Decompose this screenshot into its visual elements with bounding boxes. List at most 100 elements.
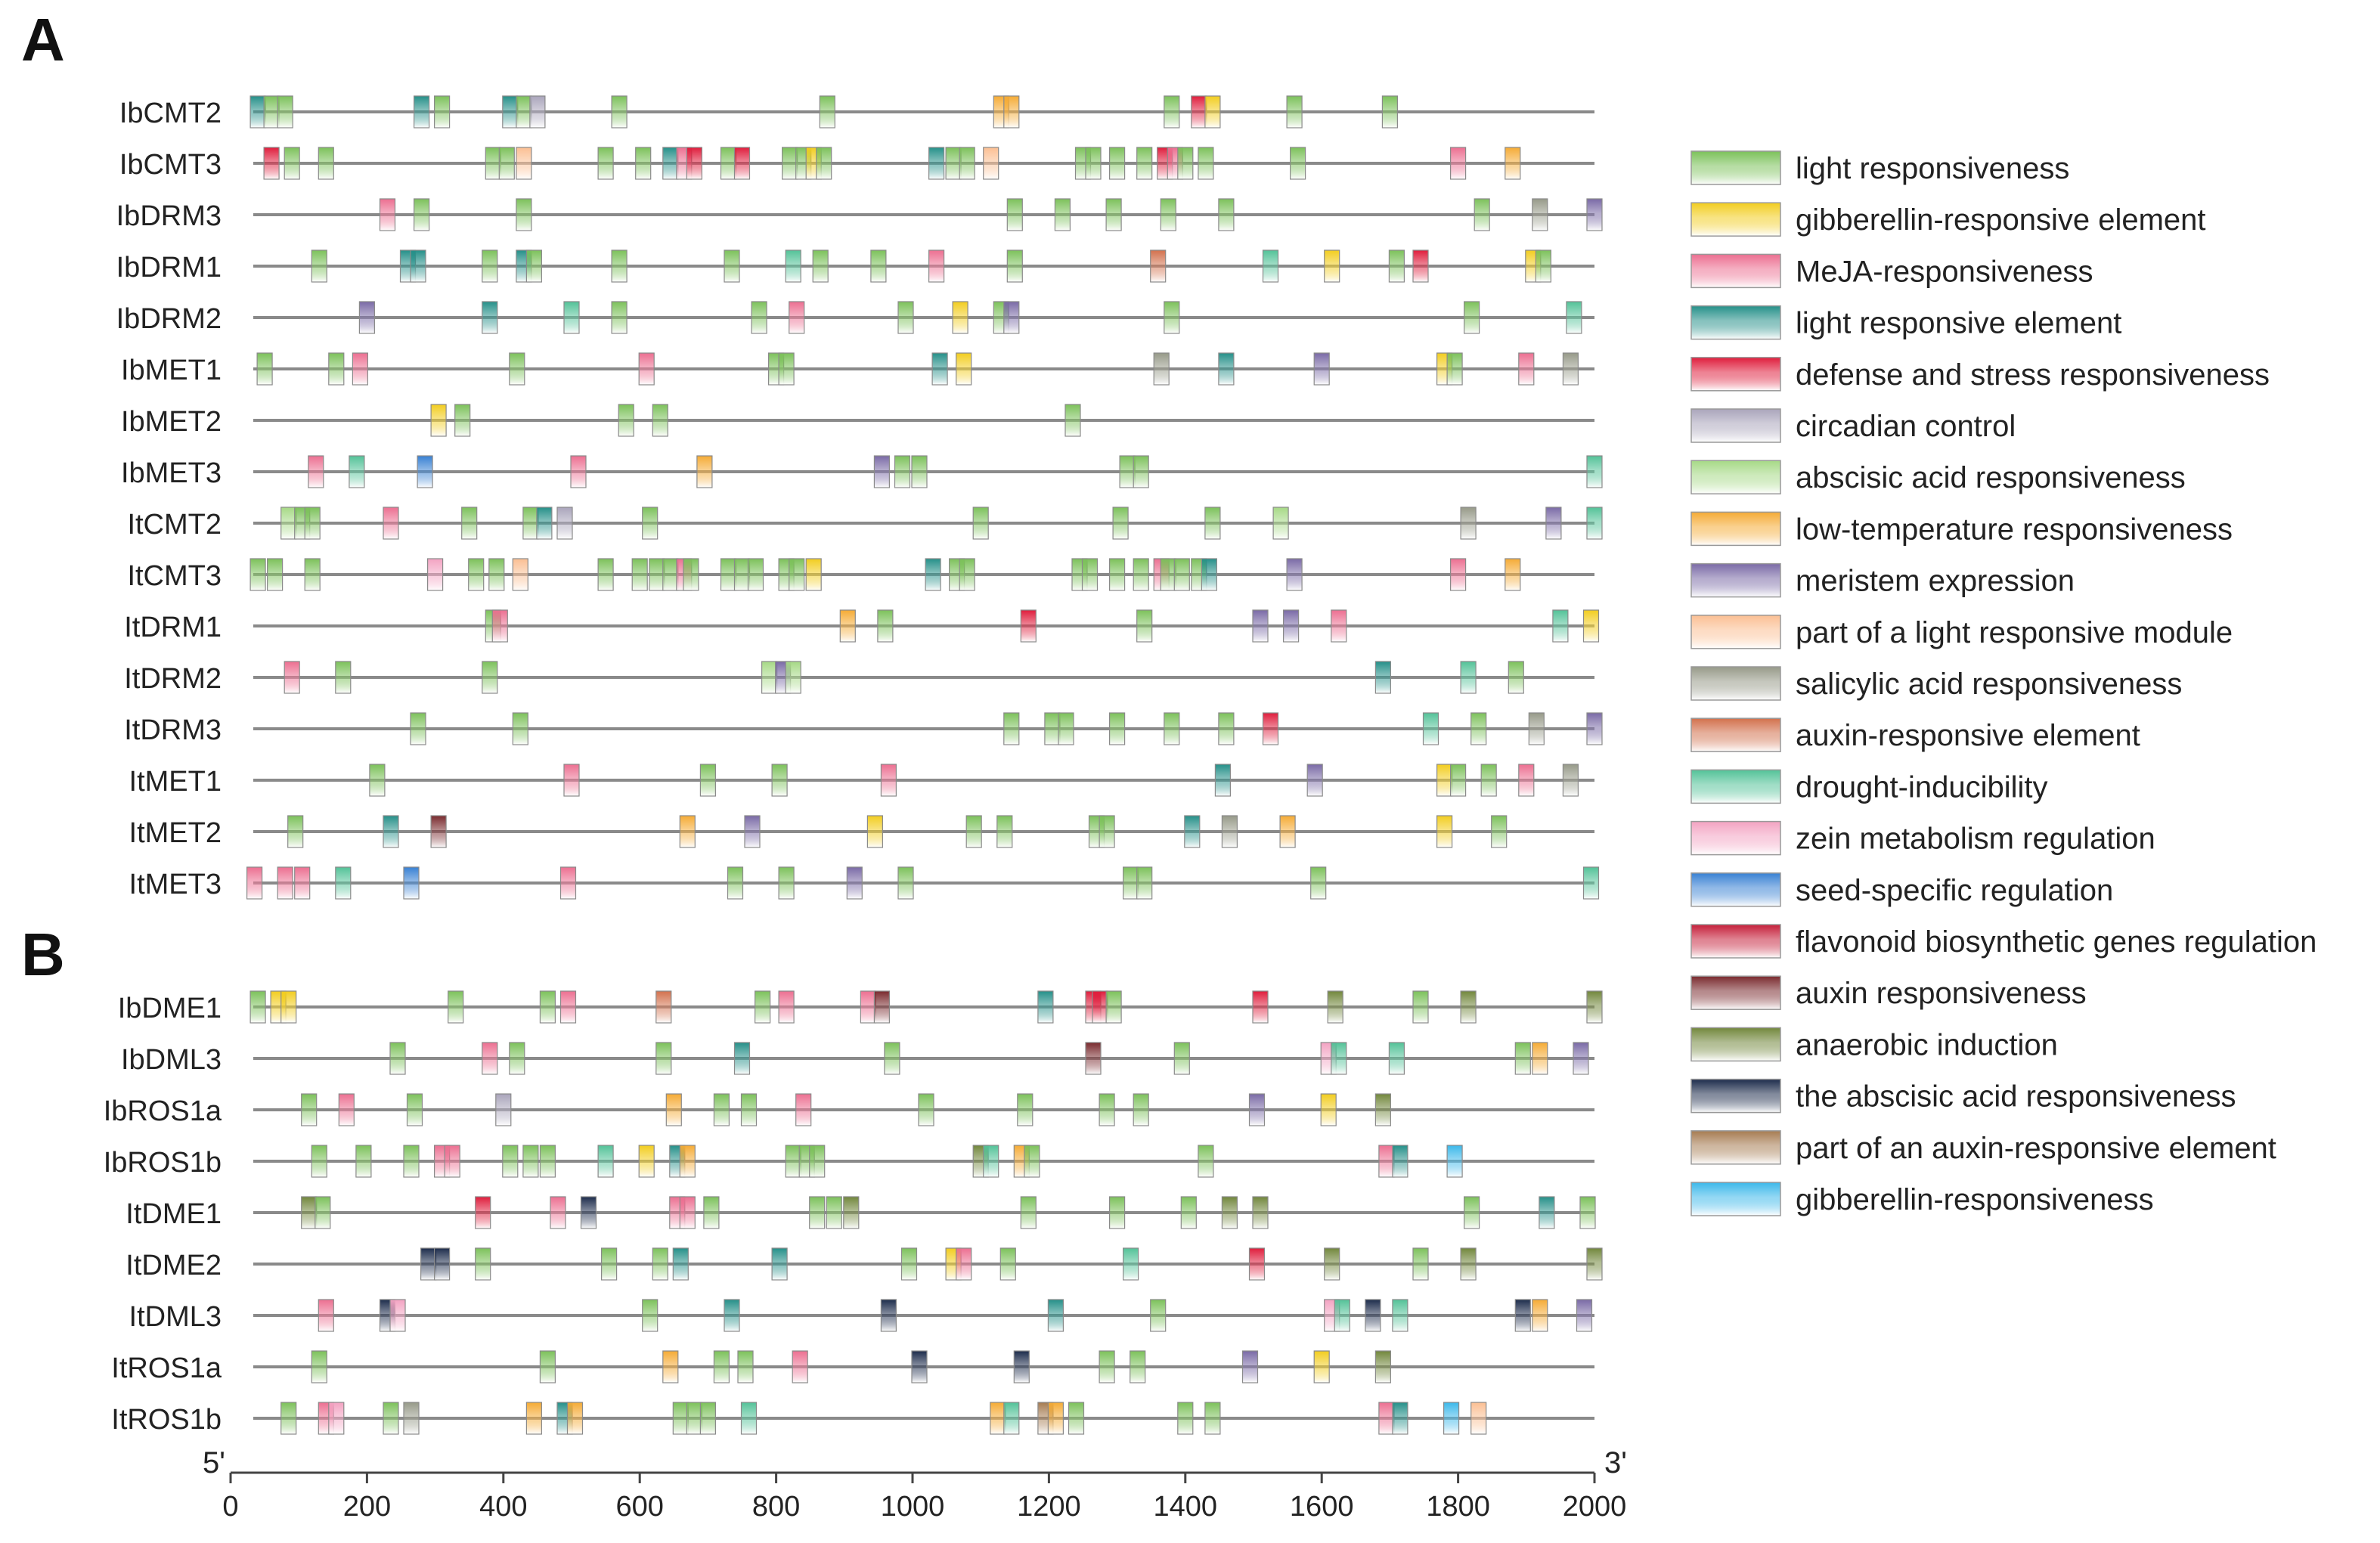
cis-element-lr [1474, 198, 1490, 231]
cis-element-lr [809, 1145, 826, 1178]
gene-label: IbROS1a [104, 1095, 222, 1127]
cis-element-lr [727, 866, 744, 900]
cis-element-ga [866, 815, 884, 848]
gene-row-itmet2: ItMET2 [129, 815, 1594, 849]
legend-swatch [1690, 253, 1781, 289]
cis-element-mer [873, 455, 891, 488]
cis-element-taba [420, 1247, 437, 1281]
cis-element-lr [1180, 1196, 1197, 1229]
gene-label: IbMET3 [121, 457, 222, 489]
cis-element-ana [1252, 1196, 1269, 1229]
cis-element-mer [1306, 764, 1323, 797]
legend-label: light responsive element [1796, 307, 2121, 340]
cis-element-plm [516, 147, 532, 180]
cis-element-lre [662, 147, 679, 180]
cis-element-meja [338, 1093, 355, 1126]
cis-element-lr [1463, 1196, 1480, 1229]
cis-element-ga [1313, 1350, 1330, 1383]
cis-element-mer [1586, 198, 1603, 231]
cis-element-meja [789, 301, 805, 334]
cis-element-lr [311, 1350, 327, 1383]
cis-element-def [263, 147, 280, 180]
cis-element-lt [1532, 1299, 1548, 1332]
legend-item-auxr: auxin responsiveness [1690, 975, 2087, 1010]
cis-element-taba [911, 1350, 928, 1383]
cis-element-aux [655, 990, 672, 1024]
cis-element-mer [1241, 1350, 1259, 1383]
gene-label: IbDML3 [121, 1044, 222, 1076]
legend-swatch [1690, 820, 1781, 856]
axis-tick-label: 2000 [1563, 1491, 1627, 1523]
cis-element-lr [1164, 712, 1180, 745]
gene-row-itdme2: ItDME2 [126, 1247, 1603, 1281]
cis-element-mer [846, 866, 863, 900]
cis-element-dro [1422, 712, 1439, 745]
cis-element-lr [509, 352, 525, 386]
cis-element-lr [413, 198, 430, 231]
cis-element-lr [703, 1196, 720, 1229]
gene-row-ibmet1: IbMET1 [121, 352, 1594, 386]
cis-element-lr [699, 764, 717, 797]
gene-label: IbDRM2 [116, 303, 222, 335]
cis-element-dro [1334, 1299, 1350, 1332]
cis-element-ana [1460, 990, 1477, 1024]
cis-element-lr [655, 1042, 672, 1075]
cis-element-mer [1576, 1299, 1593, 1332]
cis-element-lre [410, 249, 426, 283]
cis-element-lre [1214, 764, 1232, 797]
cis-element-lre [536, 507, 553, 540]
cis-element-ana [1374, 1350, 1392, 1383]
cis-element-def [686, 147, 703, 180]
cis-element-lr [1064, 404, 1081, 437]
legend-item-ga: gibberellin-responsive element [1690, 202, 2206, 237]
legend-item-flav: flavonoid biosynthetic genes regulation [1690, 924, 2316, 959]
cis-element-lt [662, 1350, 679, 1383]
gene-row-itcmt2: ItCMT2 [127, 507, 1603, 541]
cis-element-sa [1221, 815, 1238, 848]
gene-row-ibdme1: IbDME1 [118, 990, 1603, 1024]
cis-element-lr [509, 1042, 525, 1075]
cis-element-lr [897, 866, 914, 900]
gene-row-ibmet3: IbMET3 [121, 455, 1603, 489]
cis-element-meja [778, 990, 795, 1024]
cis-element-lr [611, 301, 628, 334]
axis-tick-label: 600 [615, 1491, 663, 1523]
cis-element-lr [1177, 1402, 1194, 1435]
cis-element-lr [642, 1299, 659, 1332]
cis-element-lr [1173, 1042, 1190, 1075]
cis-element-lre [1539, 1196, 1555, 1229]
gene-label: IbDRM3 [116, 200, 222, 232]
cis-element-circ [556, 507, 573, 540]
cis-element-lr [642, 507, 659, 540]
cis-element-lr [747, 558, 764, 591]
gene-label: ItDME1 [126, 1198, 222, 1230]
cis-element-lr [819, 95, 835, 129]
cis-element-lr [713, 1093, 730, 1126]
cis-element-lr [1017, 1093, 1034, 1126]
axis-tick-label: 1200 [1017, 1491, 1081, 1523]
cis-element-lr [1198, 147, 1214, 180]
cis-element-ga [1204, 95, 1221, 129]
cis-element-lr [475, 1247, 491, 1281]
gene-row-ibdrm1: IbDRM1 [116, 249, 1594, 284]
gene-row-ibmet2: IbMET2 [121, 404, 1594, 438]
legend-item-lr: light responsiveness [1690, 150, 2069, 185]
legend-item-paux: part of an auxin-responsive element [1690, 1130, 2276, 1165]
cis-element-lr [410, 712, 426, 745]
legend-label: seed-specific regulation [1796, 874, 2113, 907]
cis-element-lr [335, 661, 352, 694]
legend-swatch [1690, 1027, 1781, 1062]
cis-element-meja [352, 352, 368, 386]
cis-element-lt [1505, 147, 1521, 180]
legend-item-circ: circadian control [1690, 408, 2016, 443]
cis-element-dro [1552, 609, 1569, 643]
gene-row-ibdrm3: IbDRM3 [116, 198, 1603, 232]
cis-element-lr [894, 455, 911, 488]
gene-label: ItROS1a [111, 1352, 222, 1384]
cis-element-lr [918, 1093, 934, 1126]
cis-element-lt [665, 1093, 682, 1126]
cis-element-ga [1436, 815, 1453, 848]
axis-tick-label: 0 [222, 1491, 238, 1523]
cis-element-lr [1133, 558, 1149, 591]
cis-element-lr [1105, 198, 1122, 231]
